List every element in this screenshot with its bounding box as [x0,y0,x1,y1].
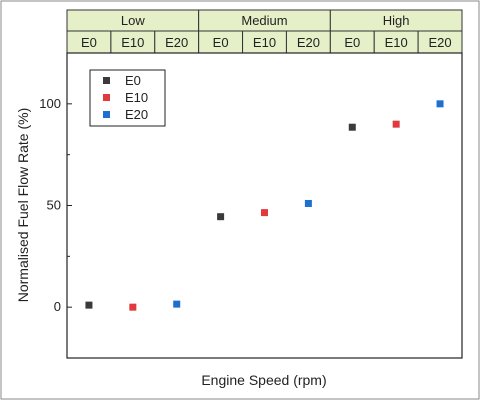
header-sub-label: E0 [344,35,360,50]
data-point-e0 [217,213,225,221]
legend-marker [103,111,110,118]
header-sub-label: E20 [428,35,451,50]
header-sub-label: E0 [213,35,229,50]
header-group-label: Medium [241,13,287,28]
data-point-e10 [129,303,137,311]
y-axis: 0 50 100 [39,52,72,359]
x-axis-title: Engine Speed (rpm) [201,372,326,388]
y-axis-title: Normalised Fuel Flow Rate (%) [15,108,31,303]
header-sub-label: E10 [253,35,276,50]
y-tick-label: 0 [54,299,61,314]
data-point-e20 [304,199,312,207]
legend-marker [103,77,110,84]
header-sub-label: E10 [121,35,144,50]
category-header: Low E0 E10 E20 Medium E0 E10 E20 High E0 E10 E20 [66,9,463,54]
legend-label: E0 [125,73,141,88]
y-tick-label: 50 [47,198,61,213]
legend: E0 E10 E20 [89,69,166,127]
header-sub-label: E10 [385,35,408,50]
y-tick-label: 100 [39,96,61,111]
header-sub-label: E0 [81,35,97,50]
header-group-label: Low [121,13,145,28]
header-sub-label: E20 [165,35,188,50]
legend-label: E10 [125,90,148,105]
header-group-label: High [383,13,410,28]
data-point-e20 [173,300,181,308]
legend-label: E20 [125,107,148,122]
data-point-e20 [436,100,444,108]
legend-marker [103,94,110,101]
data-point-e0 [85,301,93,309]
data-point-e10 [261,209,268,217]
header-sub-label: E20 [297,35,320,50]
data-point-e0 [348,123,356,131]
legend-box [89,69,166,127]
data-points [85,100,444,311]
data-point-e10 [392,120,400,128]
